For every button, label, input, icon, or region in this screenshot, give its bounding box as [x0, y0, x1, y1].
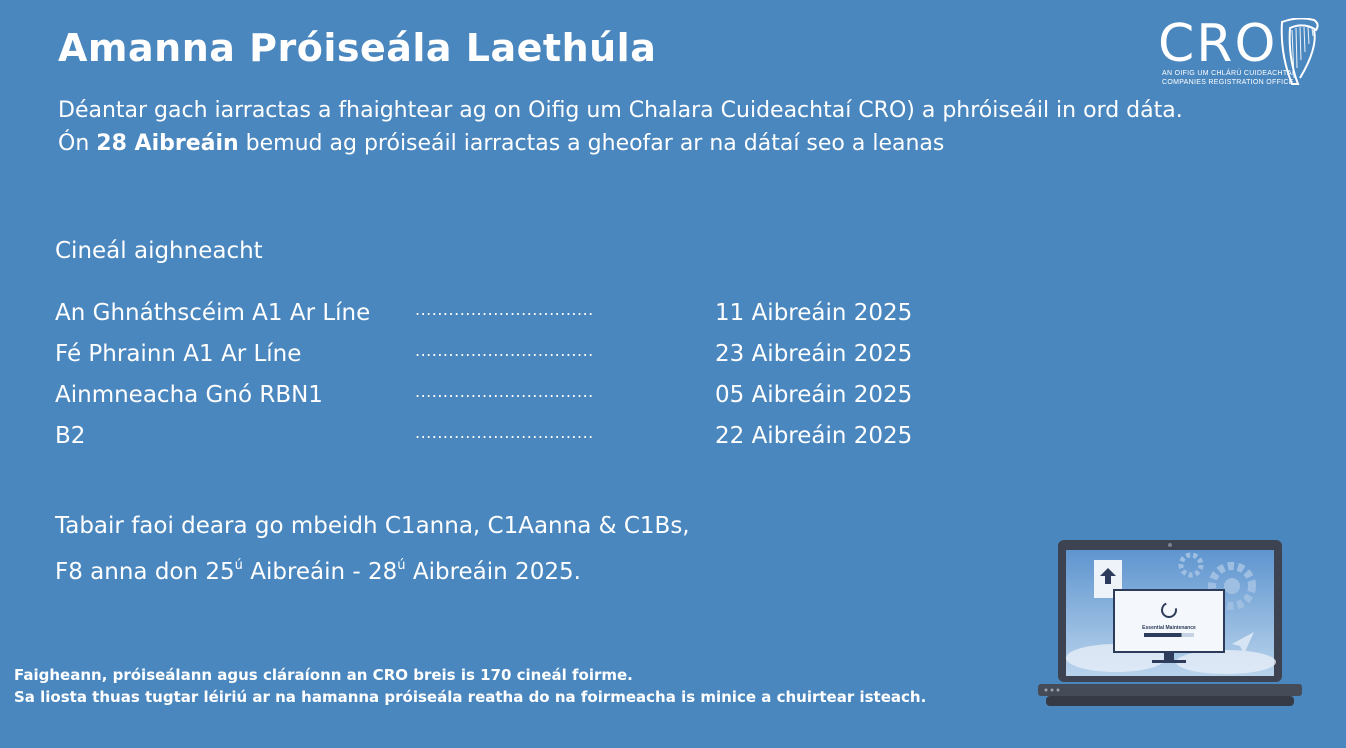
- page-title: Amanna Próiseála Laethúla: [58, 26, 657, 70]
- table-row: Fé Phrainn A1 Ar Líne ..................…: [55, 341, 955, 382]
- row-dots: ................................: [415, 341, 594, 360]
- row-date: 05 Aibreáin 2025: [715, 382, 913, 408]
- row-name: B2: [55, 423, 86, 449]
- note-line-1: Tabair faoi deara go mbeidh C1anna, C1Aa…: [55, 513, 690, 539]
- row-dots: ................................: [415, 423, 594, 442]
- laptop-illustration: Essential Maintenance: [1038, 540, 1302, 706]
- table-row: An Ghnáthscéim A1 Ar Líne ..............…: [55, 300, 955, 341]
- row-dots: ................................: [415, 382, 594, 401]
- note-sup: ú: [234, 558, 243, 573]
- note-sup: ú: [397, 558, 406, 573]
- note-paragraph: Tabair faoi deara go mbeidh C1anna, C1Aa…: [55, 506, 690, 592]
- intro-bold-date: 28 Aibreáin: [96, 131, 239, 156]
- screen-label: Essential Maintenance: [1142, 625, 1196, 631]
- logo-subtitle-irish: AN OIFIG UM CHLÁRÚ CUIDEACHTAÍ: [1162, 70, 1295, 77]
- intro-text-2: bemud ag próiseáil iarractas a gheofar a…: [238, 131, 945, 156]
- note-line-2: F8 anna don 25ú Aibreáin - 28ú Aibreáin …: [55, 546, 690, 592]
- note-text: F8 anna don 25: [55, 559, 235, 585]
- footer-line-2: Sa liosta thuas tugtar léiriú ar na hama…: [14, 688, 927, 706]
- intro-paragraph: Déantar gach iarractas a fhaightear ag o…: [58, 94, 1218, 160]
- footer-line-1: Faigheann, próiseálann agus cláraíonn an…: [14, 666, 633, 684]
- logo-text: CRO: [1158, 14, 1278, 74]
- cro-logo: CRO AN OIFIG UM CHLÁRÚ CUIDEACHTAÍ COMPA…: [1158, 18, 1326, 90]
- loading-spinner-icon: [1161, 602, 1177, 618]
- row-name: Fé Phrainn A1 Ar Líne: [55, 341, 302, 367]
- progress-fill: [1144, 633, 1182, 637]
- row-name: Ainmneacha Gnó RBN1: [55, 382, 323, 408]
- table-row: B2 ................................ 22 A…: [55, 423, 955, 464]
- note-text: Aibreáin - 28: [242, 559, 398, 585]
- paper-plane-icon: [1232, 632, 1254, 654]
- harp-icon: [1280, 18, 1319, 85]
- table-row: Ainmneacha Gnó RBN1 ....................…: [55, 382, 955, 423]
- row-name: An Ghnáthscéim A1 Ar Líne: [55, 300, 371, 326]
- gear-icon: [1178, 552, 1256, 610]
- intro-text-1: Déantar gach iarractas a fhaightear ag o…: [58, 98, 1183, 156]
- logo-subtitle-english: COMPANIES REGISTRATION OFFICE: [1162, 79, 1294, 86]
- row-date: 23 Aibreáin 2025: [715, 341, 913, 367]
- schedule-table: An Ghnáthscéim A1 Ar Líne ..............…: [55, 300, 955, 464]
- row-date: 22 Aibreáin 2025: [715, 423, 913, 449]
- note-text: Aibreáin 2025.: [405, 559, 581, 585]
- footer-note: Faigheann, próiseálann agus cláraíonn an…: [14, 664, 926, 708]
- row-dots: ................................: [415, 300, 594, 319]
- row-date: 11 Aibreáin 2025: [715, 300, 913, 326]
- section-label: Cineál aighneacht: [55, 238, 263, 264]
